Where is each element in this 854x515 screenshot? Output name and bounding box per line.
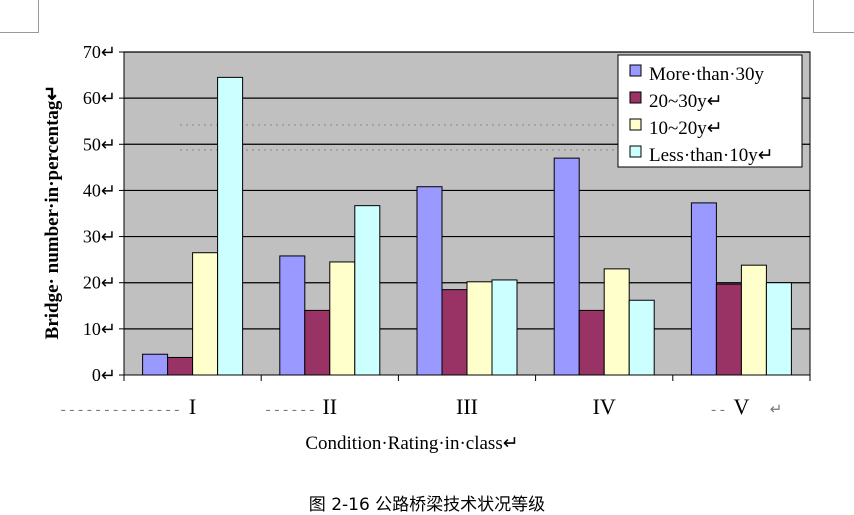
bar-4-IV: [628, 299, 655, 376]
y-axis: 0↵ 10↵ 20↵ 30↵ 40↵ 50↵ 60↵ 70↵: [83, 42, 125, 385]
bar-2-III: [441, 289, 468, 376]
x-tick-label: II: [322, 394, 337, 419]
bar-3-V: [740, 264, 767, 376]
legend-swatch: [629, 118, 642, 131]
y-tick-label: 0↵: [92, 365, 116, 385]
bar-4-II: [354, 205, 381, 376]
bar-1-II: [279, 255, 306, 376]
tab-leader-marker: - - - - - - - - - - - - - -: [61, 402, 180, 418]
x-tick-label: III: [456, 394, 478, 419]
bar-1-I: [142, 353, 169, 376]
crop-mark-top-left: [0, 0, 39, 33]
legend-label: 20~30y↵: [649, 91, 723, 112]
legend-label: 10~20y↵: [649, 118, 723, 139]
bar-2-V: [715, 283, 742, 376]
legend-label: Less·than·10y↵: [649, 145, 774, 166]
bar-1-V: [690, 202, 717, 376]
bar-1-IV: [553, 157, 580, 376]
bar-2-I: [167, 356, 194, 376]
bar-4-I: [217, 76, 244, 376]
bar-2-II: [304, 309, 331, 376]
x-tick-label: IV: [593, 394, 616, 419]
bars: [142, 76, 792, 376]
bar-chart: 0↵10↵20↵30↵40↵50↵60↵70↵ I II III IV V- - - -…: [42, 42, 811, 454]
y-axis-title: Bridge· number·in·percentag↵: [42, 85, 63, 340]
legend-label: More·than·30y: [649, 64, 765, 85]
y-tick-label: 30↵: [83, 227, 116, 247]
legend-swatch: [629, 64, 642, 77]
y-tick-label: 40↵: [83, 180, 116, 200]
y-tick-label: 60↵: [83, 88, 116, 108]
x-tick-label: I: [189, 394, 196, 419]
crop-mark-top-right: [813, 0, 854, 33]
tab-leader-marker: - - - - - -: [266, 402, 315, 418]
y-tick-label: 50↵: [83, 134, 116, 154]
tab-leader-marker: - -: [711, 402, 725, 418]
bar-3-III: [466, 281, 493, 376]
bar-3-IV: [603, 268, 630, 376]
legend-swatch: [629, 145, 642, 158]
bar-4-III: [491, 279, 518, 376]
legend-swatch: [629, 91, 642, 104]
bar-3-I: [192, 252, 219, 376]
bar-4-V: [765, 282, 792, 376]
bar-1-III: [416, 186, 443, 376]
bar-2-IV: [578, 309, 605, 376]
y-tick-label: 10↵: [83, 319, 116, 339]
y-tick-label: 20↵: [83, 273, 116, 293]
bar-3-II: [329, 261, 356, 376]
x-tick-label: V: [733, 394, 749, 419]
tab-leader-marker: ↵: [770, 402, 783, 418]
legend: More·than·30y 20~30y↵ 10~20y↵ Less·than·10y…: [617, 54, 803, 168]
x-axis-title: Condition·Rating·in·class↵: [305, 433, 518, 454]
figure-caption: 图 2-16 公路桥梁技术状况等级: [308, 495, 546, 515]
y-tick-label: 70↵: [83, 42, 116, 62]
x-axis: I II III IV V- - - - - - - - - - - - - -- - …: [61, 375, 811, 419]
legend-box: [617, 54, 803, 168]
